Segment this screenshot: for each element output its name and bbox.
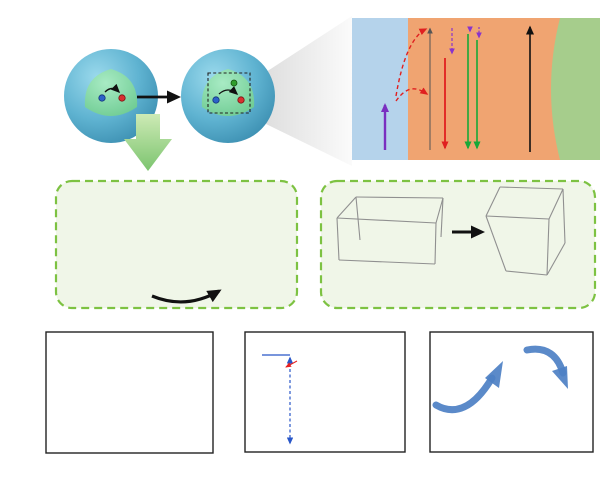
- panel-b-frame: [54, 179, 299, 310]
- spectra-plot-box: [244, 331, 406, 453]
- optimum-annotation-arrow: [285, 360, 298, 368]
- energy-transfer-arc: [104, 83, 121, 94]
- panel-f: [429, 331, 594, 453]
- yb-region-bg: [352, 18, 408, 160]
- up-trend-arrowhead: [485, 361, 503, 388]
- energy-transfer-arc: [218, 86, 239, 95]
- yb-ion-dot: [98, 94, 106, 102]
- substitution-arrow: [151, 289, 222, 304]
- er-ion-dot: [237, 96, 245, 104]
- core-shell-particle-undoped: [64, 49, 158, 143]
- panel-c: [319, 179, 597, 310]
- energy-transfer-arrow-lower: [395, 87, 429, 102]
- hexagonal-cell-edges: [336, 196, 444, 265]
- xrd-plot-box: [45, 331, 214, 454]
- panel-b: [54, 179, 299, 310]
- nayf4-region-bg: [551, 18, 600, 160]
- cubic-cell-edges: [485, 186, 566, 276]
- panel-e: [244, 331, 406, 453]
- energy-diagram: [352, 18, 600, 160]
- trend-arrows: [432, 345, 568, 414]
- down-trend-arrowhead: [552, 366, 568, 389]
- panel-d: [45, 331, 214, 454]
- up-trend-arrow: [432, 374, 496, 414]
- core-region: [201, 69, 255, 116]
- zoom-region-box: [207, 72, 251, 114]
- energy-transfer-arrow-upper: [395, 28, 428, 97]
- er-ion-dot: [118, 94, 126, 102]
- yb-ion-dot: [212, 96, 220, 104]
- zoom-beam: [266, 16, 352, 166]
- core-shell-particle-doped: [181, 49, 275, 143]
- zn-ion-dot: [230, 79, 238, 87]
- panel-c-frame: [319, 179, 597, 310]
- panel-a: [64, 16, 352, 171]
- down-flow-arrow: [124, 114, 172, 171]
- bars-plot-box: [429, 331, 594, 453]
